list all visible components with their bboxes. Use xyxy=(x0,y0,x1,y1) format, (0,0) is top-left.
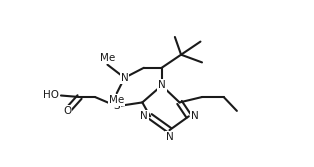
Text: Me: Me xyxy=(109,95,124,105)
Text: N: N xyxy=(140,111,148,121)
Text: N: N xyxy=(158,80,165,91)
Text: N: N xyxy=(165,132,173,142)
Text: N: N xyxy=(121,73,128,83)
Text: HO: HO xyxy=(43,91,59,101)
Text: S: S xyxy=(113,101,120,111)
Text: Me: Me xyxy=(100,53,115,63)
Text: N: N xyxy=(191,111,199,121)
Text: O: O xyxy=(63,106,71,116)
